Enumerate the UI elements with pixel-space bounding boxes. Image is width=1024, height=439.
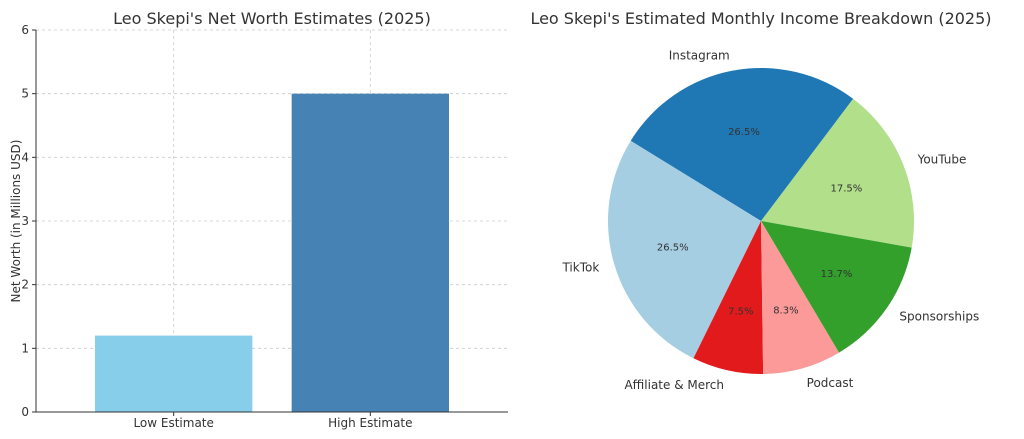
bar-chart-y-axis-label: Net Worth (in Millions USD) bbox=[9, 140, 23, 303]
bar-chart-y-ticks: 0 1 2 3 4 5 6 bbox=[21, 23, 36, 419]
pie-label-podcast: Podcast bbox=[807, 376, 854, 390]
pie-label-sponsorships: Sponsorships bbox=[899, 310, 979, 324]
x-tick-label: Low Estimate bbox=[133, 416, 213, 430]
pie-chart-title: Leo Skepi's Estimated Monthly Income Bre… bbox=[530, 9, 991, 28]
bar-high-estimate bbox=[291, 93, 449, 413]
bar-chart-x-ticks: Low Estimate High Estimate bbox=[133, 412, 413, 430]
y-tick-label: 5 bbox=[21, 87, 29, 101]
pie-percent-podcast: 8.3% bbox=[773, 305, 798, 316]
income-pie-chart: Leo Skepi's Estimated Monthly Income Bre… bbox=[530, 9, 991, 392]
pie-slice-youtube bbox=[761, 98, 914, 248]
pie-label-instagram: Instagram bbox=[669, 49, 730, 63]
pie-slice-sponsorships bbox=[761, 221, 912, 353]
pie-label-affiliate-merch: Affiliate & Merch bbox=[624, 378, 724, 392]
y-tick-label: 1 bbox=[21, 341, 29, 355]
y-tick-label: 6 bbox=[21, 23, 29, 37]
pie-slice-tiktok bbox=[608, 140, 761, 359]
x-tick-label: High Estimate bbox=[328, 416, 412, 430]
bar-chart-bars bbox=[95, 93, 449, 413]
pie-percent-tiktok: 26.5% bbox=[657, 242, 689, 253]
pie-label-youtube: YouTube bbox=[917, 152, 967, 166]
pie-percent-affiliate-merch: 7.5% bbox=[728, 307, 753, 318]
y-tick-label: 2 bbox=[21, 278, 29, 292]
bar-low-estimate bbox=[95, 335, 253, 412]
pie-chart-labels: YouTube 17.5% Instagram 26.5% TikTok 26.5% Aff… bbox=[561, 49, 979, 393]
pie-chart-slices bbox=[608, 68, 914, 374]
bar-chart-title: Leo Skepi's Net Worth Estimates (2025) bbox=[113, 9, 431, 28]
y-tick-label: 0 bbox=[21, 405, 29, 419]
pie-percent-youtube: 17.5% bbox=[831, 183, 863, 194]
bar-chart-axes bbox=[35, 30, 508, 413]
pie-slice-instagram bbox=[630, 68, 854, 221]
y-tick-label: 4 bbox=[21, 150, 29, 164]
pie-percent-sponsorships: 13.7% bbox=[821, 269, 853, 280]
net-worth-bar-chart: Leo Skepi's Net Worth Estimates (2025) N… bbox=[9, 9, 508, 430]
y-tick-label: 3 bbox=[21, 214, 29, 228]
pie-percent-instagram: 26.5% bbox=[728, 127, 760, 138]
pie-slice-affiliate-merch bbox=[693, 221, 764, 374]
pie-slice-podcast bbox=[761, 221, 840, 374]
pie-label-tiktok: TikTok bbox=[561, 261, 599, 275]
